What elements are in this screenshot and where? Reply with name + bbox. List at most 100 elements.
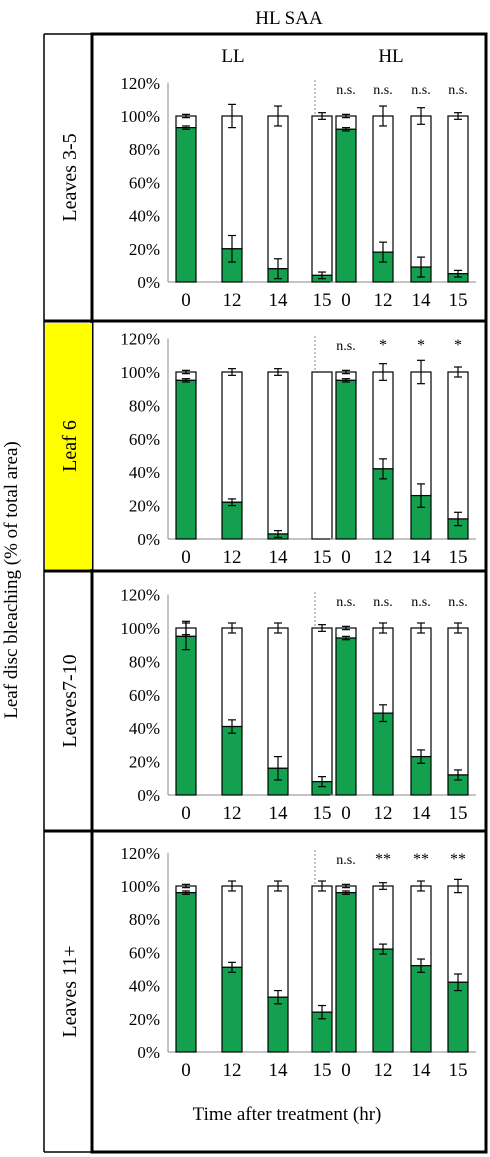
x-tick-label: 14 — [412, 803, 432, 824]
y-tick-label: 120% — [120, 74, 160, 93]
x-tick-label: 14 — [269, 803, 289, 824]
y-tick-label: 20% — [129, 497, 160, 516]
y-tick-label: 120% — [120, 330, 160, 349]
significance-label: ** — [413, 851, 429, 868]
bar-white — [410, 885, 432, 967]
ylabel-group: Leaf disc bleaching (% of total area) — [1, 441, 22, 718]
x-tick-label: 12 — [374, 290, 393, 311]
bar-white — [447, 115, 469, 275]
row-label: Leaf 6 — [59, 420, 81, 472]
y-tick-label: 0% — [137, 786, 160, 805]
x-tick-label: 12 — [223, 803, 242, 824]
bar-white — [410, 371, 432, 497]
bar-white — [372, 115, 394, 253]
y-tick-label: 40% — [129, 977, 160, 996]
x-tick-label: 14 — [412, 290, 432, 311]
y-tick-label: 40% — [129, 207, 160, 226]
bar-white — [267, 115, 289, 270]
y-tick-label: 60% — [129, 173, 160, 192]
y-tick-label: 80% — [129, 396, 160, 415]
bar-green — [372, 948, 394, 1053]
bar-white — [221, 885, 243, 968]
significance-label: * — [417, 337, 425, 354]
significance-label: n.s. — [411, 595, 430, 610]
bar-green — [372, 712, 394, 796]
y-tick-label: 60% — [129, 943, 160, 962]
x-tick-label: 15 — [449, 547, 468, 568]
bar-green — [335, 892, 357, 1053]
panel-ll-2: 0% 20% 40% 60% 80% 100% 120% 0 12 14 15 — [120, 586, 340, 824]
bar-white — [410, 627, 432, 758]
bar-green — [335, 379, 357, 540]
bar-green — [175, 892, 197, 1053]
x-tick-label: 14 — [269, 1060, 289, 1081]
significance-label: n.s. — [373, 595, 392, 610]
y-tick-label: 20% — [129, 1010, 160, 1029]
x-tick-label: 12 — [223, 290, 242, 311]
bar-white — [311, 115, 333, 276]
bar-green — [335, 637, 357, 796]
bar-green — [221, 501, 243, 540]
x-tick-label: 14 — [412, 547, 432, 568]
y-tick-label: 40% — [129, 463, 160, 482]
bar-white — [267, 371, 289, 535]
y-tick-label: 0% — [137, 1043, 160, 1062]
panel-hl-0: 0 n.s. 12 n.s. 14 n.s. 15 n.s. — [330, 83, 476, 311]
panel-hl-3: 0 n.s. 12 ** 14 ** 15 ** — [330, 851, 476, 1081]
figure-title: HL SAA — [255, 8, 323, 29]
significance-label: n.s. — [336, 339, 355, 354]
significance-label: ** — [375, 851, 391, 868]
y-tick-label: 80% — [129, 910, 160, 929]
y-tick-label: 100% — [120, 619, 160, 638]
bar-white — [311, 885, 333, 1013]
bar-green — [447, 981, 469, 1053]
bar-white — [410, 115, 432, 268]
y-tick-label: 100% — [120, 107, 160, 126]
bar-green — [221, 725, 243, 796]
x-tick-label: 12 — [374, 1060, 393, 1081]
row-label: Leaves7-10 — [59, 654, 81, 747]
significance-label: n.s. — [373, 83, 392, 98]
y-tick-label: 120% — [120, 586, 160, 605]
panel-ll-3: 0% 20% 40% 60% 80% 100% 120% 0 12 14 15 — [120, 844, 340, 1081]
col-title-ll: LL — [221, 46, 244, 67]
bar-white — [372, 885, 394, 950]
bar-white — [311, 371, 333, 540]
x-tick-label: 14 — [412, 1060, 432, 1081]
bar-green — [175, 635, 197, 796]
x-axis-label: Time after treatment (hr) — [193, 1104, 382, 1125]
bar-white — [267, 885, 289, 998]
y-tick-label: 20% — [129, 240, 160, 259]
significance-label: * — [454, 337, 462, 354]
row-label-highlight — [45, 323, 92, 569]
bar-white — [372, 371, 394, 470]
bar-white — [311, 627, 333, 783]
significance-label: n.s. — [336, 853, 355, 868]
x-tick-label: 0 — [181, 803, 191, 824]
panel-ll-1: 0% 20% 40% 60% 80% 100% 120% 0 12 14 15 — [120, 330, 340, 568]
bar-white — [447, 371, 469, 520]
x-tick-label: 12 — [374, 803, 393, 824]
x-tick-label: 0 — [341, 547, 351, 568]
y-tick-label: 0% — [137, 530, 160, 549]
y-tick-label: 80% — [129, 140, 160, 159]
y-tick-label: 60% — [129, 430, 160, 449]
y-tick-label: 100% — [120, 877, 160, 896]
significance-label: n.s. — [448, 83, 467, 98]
x-tick-label: 15 — [449, 1060, 468, 1081]
y-tick-label: 80% — [129, 652, 160, 671]
y-tick-label: 40% — [129, 719, 160, 738]
bar-green — [221, 966, 243, 1053]
significance-label: n.s. — [411, 83, 430, 98]
bar-green — [267, 996, 289, 1053]
y-tick-label: 120% — [120, 844, 160, 863]
y-tick-label: 100% — [120, 363, 160, 382]
x-tick-label: 15 — [313, 547, 332, 568]
x-tick-label: 15 — [313, 1060, 332, 1081]
bar-green — [410, 965, 432, 1053]
significance-label: ** — [450, 851, 466, 868]
x-tick-label: 15 — [313, 290, 332, 311]
y-axis-label: Leaf disc bleaching (% of total area) — [1, 441, 22, 718]
bar-white — [221, 627, 243, 728]
x-tick-label: 15 — [313, 803, 332, 824]
